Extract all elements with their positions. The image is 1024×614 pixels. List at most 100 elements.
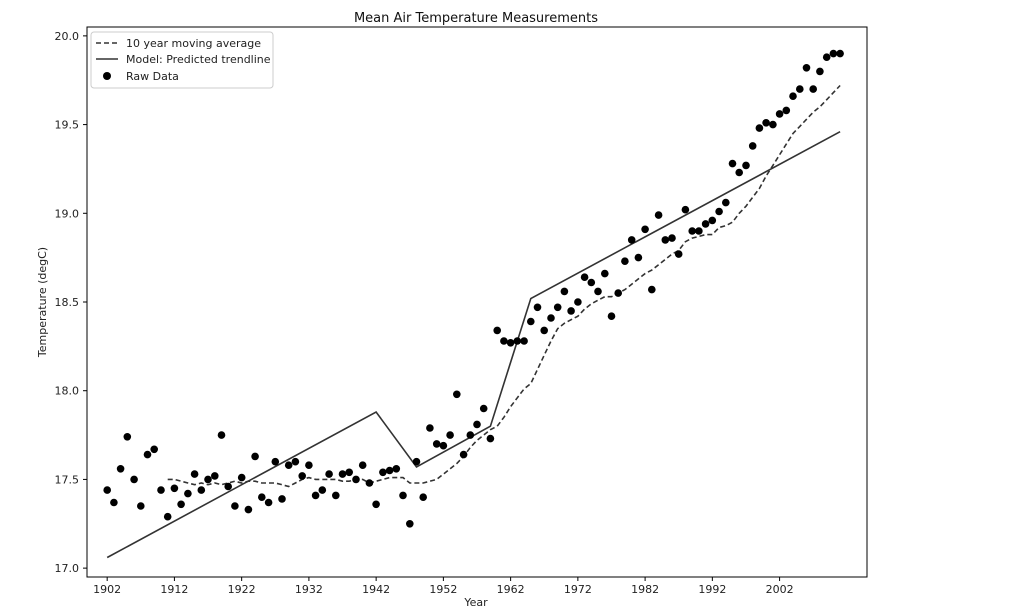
data-point	[365, 479, 374, 487]
data-point	[654, 211, 663, 219]
data-point	[782, 106, 791, 115]
data-point	[594, 287, 602, 296]
data-point	[708, 216, 717, 225]
data-point	[674, 250, 683, 258]
data-point	[567, 307, 575, 315]
legend-point-swatch	[103, 72, 111, 80]
data-point	[614, 289, 622, 297]
plot-frame	[86, 26, 868, 578]
data-point	[560, 287, 569, 296]
legend: 10 year moving average Model: Predicted …	[90, 31, 274, 89]
data-point	[601, 269, 609, 278]
data-point	[372, 500, 380, 509]
data-point	[184, 489, 192, 498]
data-point	[305, 461, 313, 470]
data-point	[527, 317, 535, 326]
data-point	[822, 53, 831, 61]
data-point	[251, 452, 259, 461]
data-point	[520, 337, 528, 345]
data-point	[473, 420, 481, 429]
data-point	[742, 161, 750, 170]
data-point	[264, 498, 273, 507]
data-point	[762, 119, 770, 127]
data-point	[426, 424, 434, 432]
data-point	[385, 466, 394, 475]
x-tick-label: 2002	[766, 583, 794, 596]
data-point	[143, 450, 152, 459]
data-point	[796, 85, 804, 93]
data-point	[217, 431, 226, 439]
data-point	[352, 475, 360, 484]
data-point	[695, 227, 703, 235]
data-point	[540, 326, 548, 335]
data-point	[170, 484, 179, 493]
data-point	[150, 445, 158, 454]
data-point	[237, 473, 246, 482]
data-point	[775, 110, 784, 118]
x-tick-label: 1952	[429, 583, 457, 596]
x-tick-label: 1912	[160, 583, 188, 596]
data-point	[715, 207, 723, 216]
data-point	[278, 495, 286, 503]
data-point	[298, 472, 307, 480]
data-point	[735, 168, 743, 177]
data-point	[130, 475, 138, 484]
data-point	[574, 298, 582, 306]
data-point	[163, 512, 172, 521]
data-point	[432, 440, 441, 448]
data-point	[338, 470, 347, 478]
y-tick-label: 20.0	[55, 30, 80, 43]
data-point	[177, 500, 185, 509]
data-point	[627, 236, 636, 244]
data-point	[318, 486, 327, 494]
data-point	[829, 49, 838, 58]
data-point	[533, 303, 542, 312]
y-axis-label: Temperature (degC)	[36, 247, 49, 358]
data-point	[399, 491, 407, 500]
data-point	[211, 472, 219, 480]
data-point	[789, 92, 797, 100]
data-point	[661, 236, 670, 244]
data-point	[459, 450, 468, 459]
data-point	[809, 85, 817, 93]
data-point	[412, 457, 421, 466]
data-point	[648, 285, 656, 294]
x-tick-label: 1982	[631, 583, 659, 596]
data-point	[802, 64, 811, 72]
data-point	[358, 461, 367, 470]
data-point	[197, 486, 206, 494]
trendline	[106, 130, 841, 559]
data-point	[681, 205, 690, 214]
y-tick-label: 19.0	[55, 207, 80, 220]
data-point	[587, 278, 596, 287]
legend-label-trendline: Model: Predicted trendline	[126, 53, 271, 66]
legend-box	[90, 31, 274, 89]
data-point	[479, 404, 488, 413]
data-point	[123, 433, 132, 441]
data-point	[748, 142, 757, 150]
data-point	[325, 470, 333, 478]
data-point	[284, 461, 293, 470]
data-point	[379, 468, 387, 477]
data-point	[231, 502, 239, 510]
data-point	[755, 124, 764, 132]
data-point	[116, 465, 125, 473]
x-axis-label: Year	[463, 596, 488, 609]
trendline-layer	[106, 130, 841, 559]
moving-average-line	[167, 84, 841, 488]
data-point	[668, 234, 676, 242]
y-tick-label: 19.5	[55, 119, 80, 132]
data-point	[493, 326, 502, 335]
data-point	[157, 486, 165, 494]
data-point	[688, 227, 696, 235]
data-point	[486, 434, 495, 443]
data-point	[345, 468, 354, 477]
x-tick-label: 1942	[362, 583, 390, 596]
plot-area	[103, 49, 844, 559]
data-point	[500, 337, 508, 345]
data-point	[137, 502, 145, 510]
data-point	[513, 337, 522, 345]
data-point	[701, 220, 710, 228]
data-point	[553, 303, 562, 312]
